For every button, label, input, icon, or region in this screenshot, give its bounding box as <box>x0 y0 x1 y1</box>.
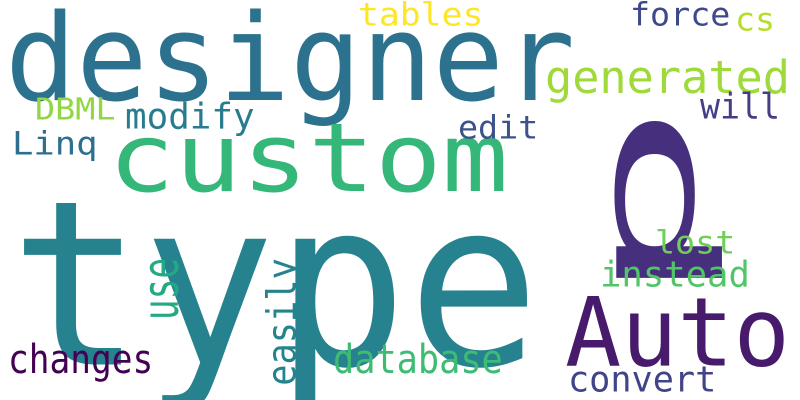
word-custom: custom <box>107 103 509 215</box>
word-force: force <box>629 0 731 35</box>
word-generated: generated <box>544 51 790 104</box>
word-lost: lost <box>654 224 736 263</box>
word-instead: instead <box>600 252 750 296</box>
word-modify: modify <box>125 94 255 138</box>
word-type: type <box>9 150 540 400</box>
word-use: use <box>133 257 192 321</box>
word-auto: Auto <box>564 277 790 388</box>
word-tables: tables <box>357 0 484 35</box>
word-easily: easily <box>258 258 306 386</box>
word-cs: cs <box>734 1 776 40</box>
word-database: database <box>333 336 503 384</box>
word-linq: Linq <box>11 124 98 163</box>
word-dbml: DBML <box>34 91 116 128</box>
word-changes: changes <box>7 336 154 384</box>
word-edit: edit <box>457 109 539 148</box>
word-convert: convert <box>567 358 717 400</box>
word-designer: designer <box>4 0 576 129</box>
word-will: will <box>699 84 781 128</box>
